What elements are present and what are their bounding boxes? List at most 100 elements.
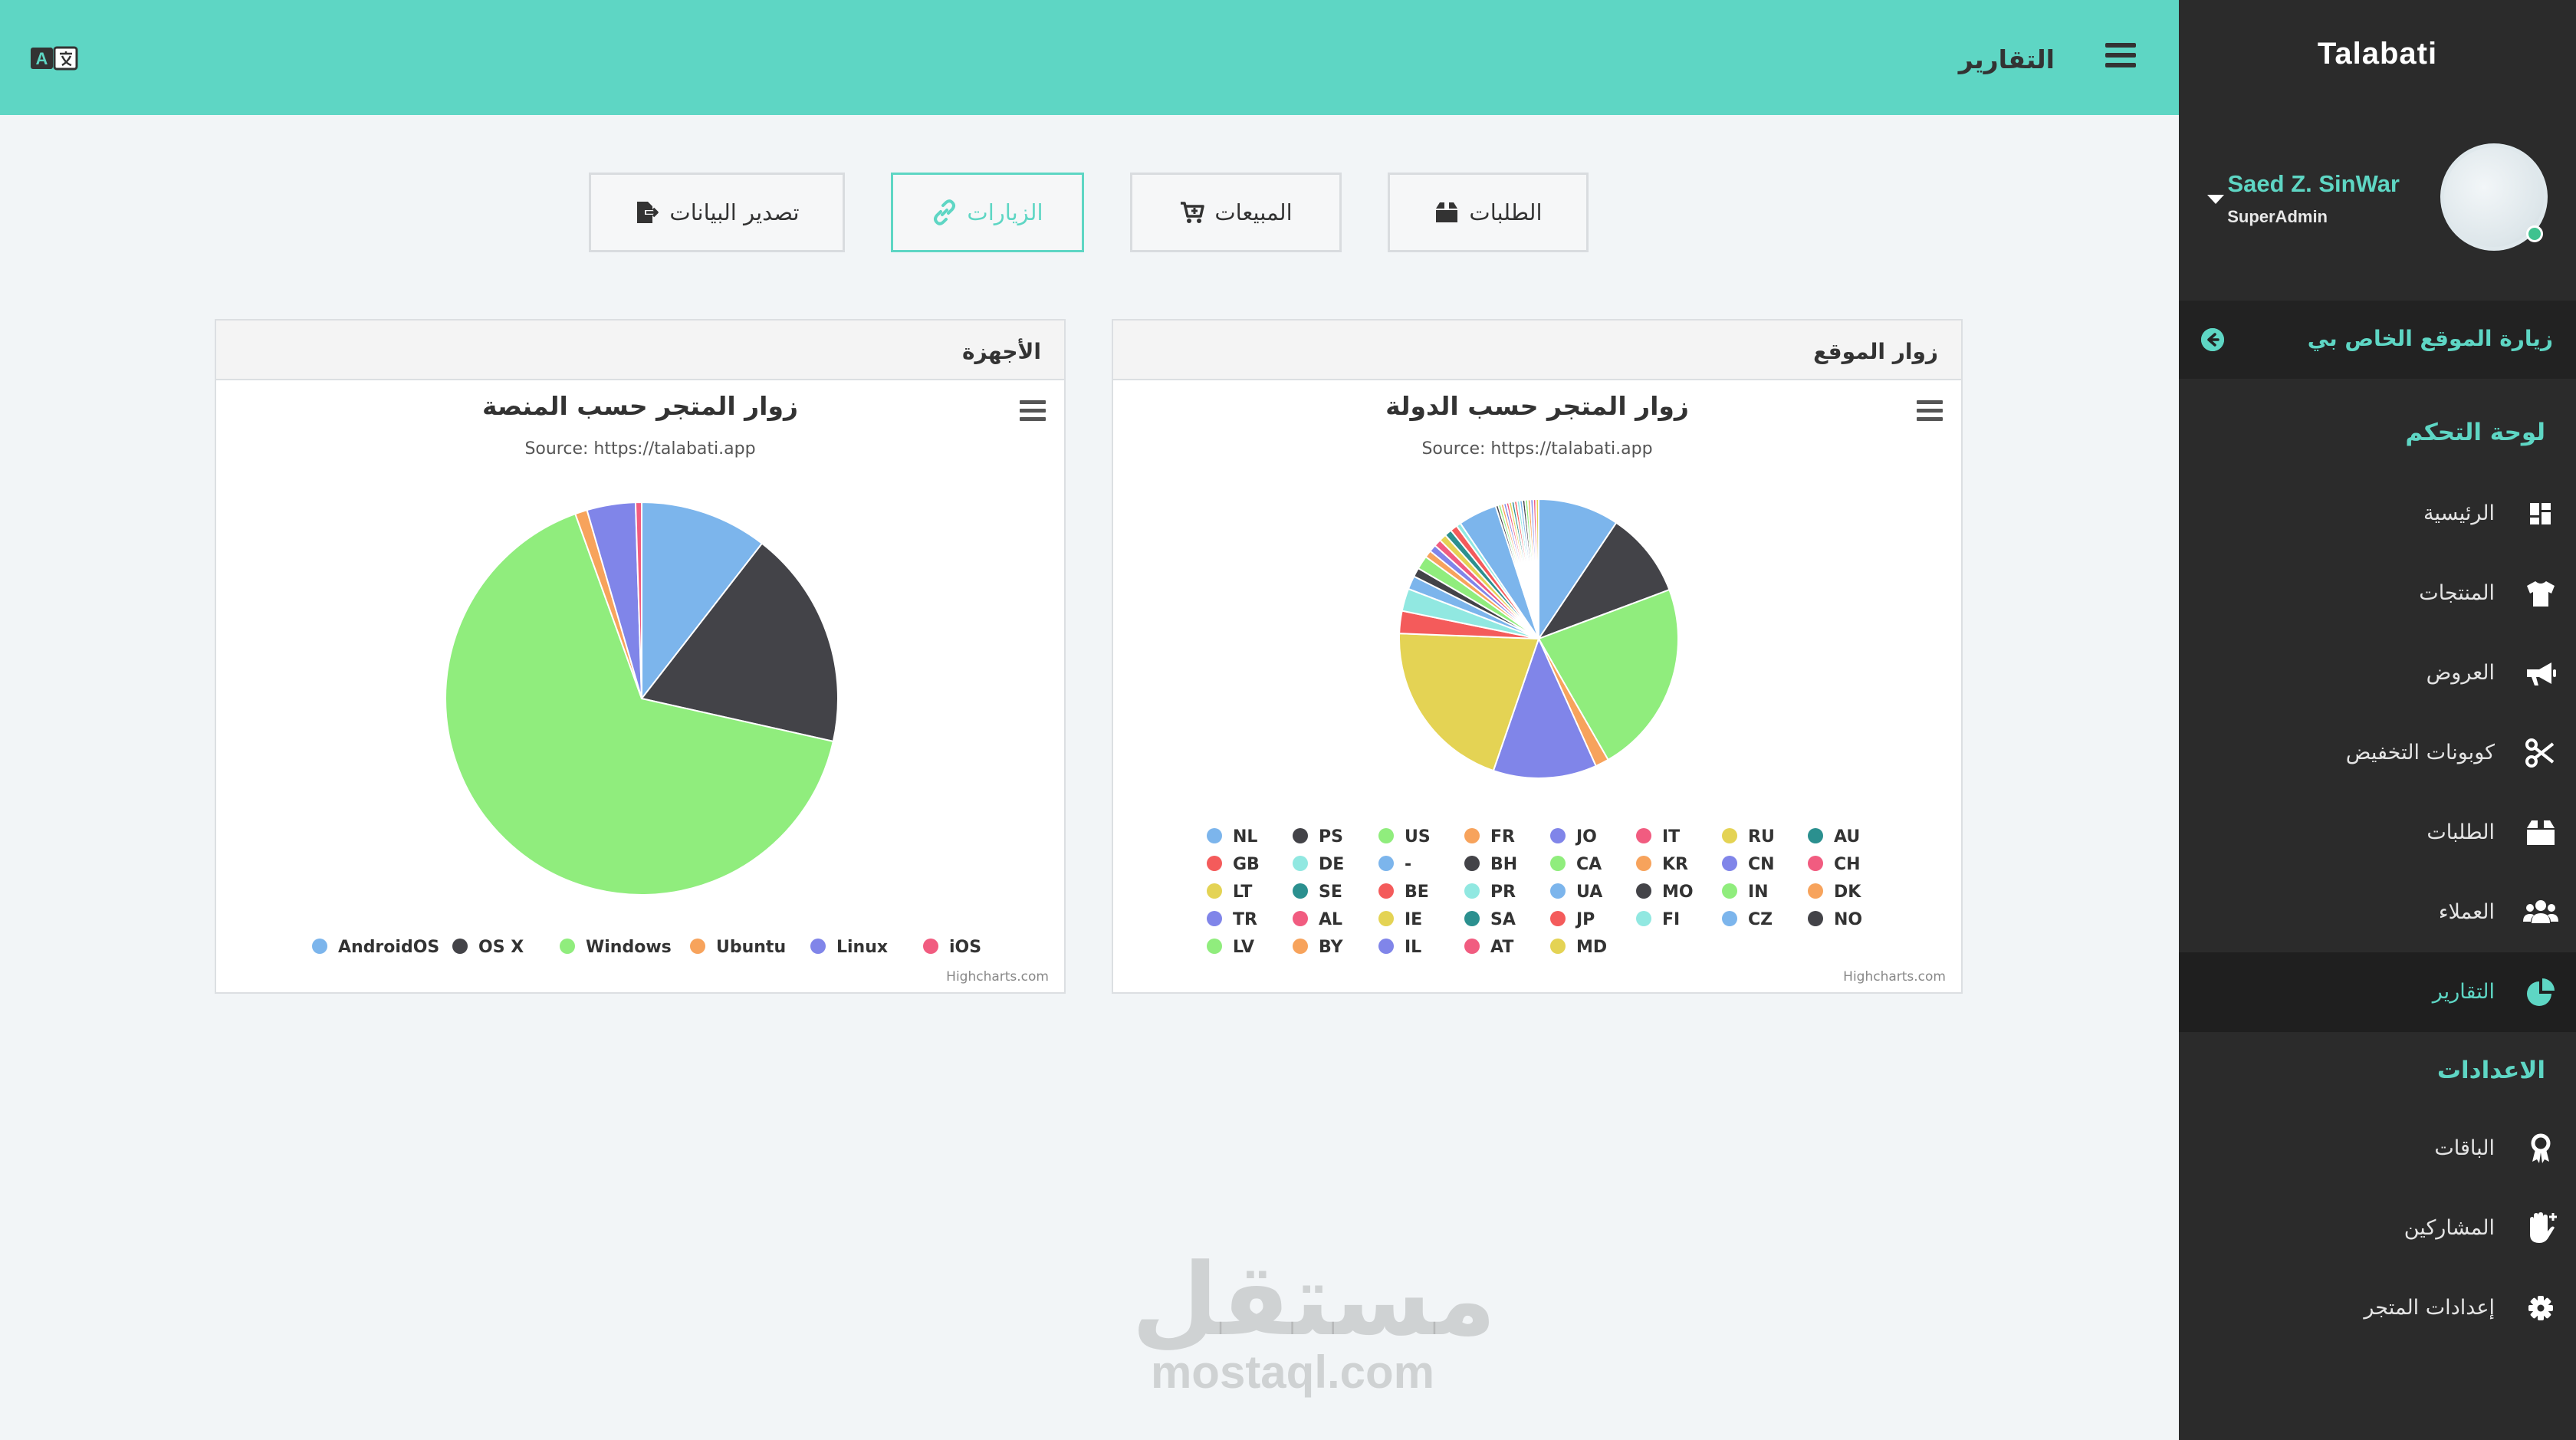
legend-item[interactable]: TR: [1207, 910, 1257, 929]
legend-item[interactable]: DE: [1293, 855, 1344, 874]
tab-export[interactable]: تصدير البيانات: [589, 173, 845, 252]
legend-item[interactable]: RU: [1722, 827, 1775, 847]
pie-slice-AndroidOS[interactable]: [641, 501, 764, 701]
sidebar-item-label: الباقات: [2434, 1136, 2495, 1160]
sidebar-item-participants[interactable]: المشاركين: [2179, 1188, 2576, 1268]
legend-item[interactable]: CN: [1722, 855, 1775, 874]
pie-slice-Windows[interactable]: [445, 512, 835, 896]
legend-item[interactable]: iOS: [923, 938, 981, 957]
legend-marker: [1636, 828, 1651, 843]
page-title: التقارير: [1958, 44, 2055, 74]
sidebar-item-reports[interactable]: التقارير: [2179, 952, 2576, 1032]
tab-sales[interactable]: المبيعات: [1130, 173, 1342, 252]
legend-item[interactable]: AU: [1808, 827, 1860, 847]
legend-item[interactable]: NO: [1808, 910, 1862, 929]
legend-item[interactable]: IL: [1378, 938, 1421, 957]
legend-item[interactable]: JO: [1550, 827, 1597, 847]
legend-item[interactable]: BY: [1293, 938, 1344, 957]
legend-item[interactable]: -: [1378, 855, 1411, 874]
legend-item[interactable]: FI: [1636, 910, 1680, 929]
legend-item[interactable]: AL: [1293, 910, 1342, 929]
sidebar-item-store-settings[interactable]: إعدادات المتجر: [2179, 1268, 2576, 1348]
sidebar: Talabati Saed Z. SinWar SuperAdmin زيارة…: [2179, 0, 2576, 1440]
sidebar-item-orders[interactable]: الطلبات: [2179, 793, 2576, 873]
legend-item[interactable]: IT: [1636, 827, 1680, 847]
sidebar-item-products[interactable]: المنتجات: [2179, 554, 2576, 633]
pie-slice-RU[interactable]: [1398, 633, 1540, 772]
panel-title: زوار الموقع: [1813, 339, 1938, 364]
legend-item[interactable]: UA: [1550, 883, 1602, 902]
sidebar-item-offers[interactable]: العروض: [2179, 633, 2576, 713]
legend-item[interactable]: NL: [1207, 827, 1257, 847]
legend-item[interactable]: CA: [1550, 855, 1602, 874]
legend-label: IL: [1405, 938, 1421, 957]
legend-item[interactable]: Windows: [560, 938, 672, 957]
legend-item[interactable]: AT: [1464, 938, 1513, 957]
legend-item[interactable]: MD: [1550, 938, 1607, 957]
watermark-url: mostaql.com: [1150, 1346, 1435, 1398]
chart-credit[interactable]: Highcharts.com: [1843, 969, 1946, 985]
legend-item[interactable]: US: [1378, 827, 1431, 847]
legend-marker: [1378, 939, 1394, 954]
pie-slice-NL[interactable]: [1538, 498, 1618, 642]
legend-item[interactable]: KR: [1636, 855, 1688, 874]
legend-item[interactable]: JP: [1550, 910, 1595, 929]
visit-site-label: زيارة الموقع الخاص بي: [2307, 326, 2553, 351]
sidebar-item-home[interactable]: الرئيسية: [2179, 474, 2576, 554]
sidebar-item-label: التقارير: [2432, 980, 2495, 1004]
chart-menu-icon[interactable]: [1020, 400, 1046, 422]
brand-logo[interactable]: Talabati: [2317, 37, 2438, 71]
legend-item[interactable]: MO: [1636, 883, 1694, 902]
legend-label: AL: [1319, 910, 1342, 929]
visit-site-link[interactable]: زيارة الموقع الخاص بي: [2179, 301, 2576, 379]
legend-item[interactable]: FR: [1464, 827, 1515, 847]
legend-item[interactable]: PS: [1293, 827, 1343, 847]
pie-slice-MD[interactable]: [1535, 498, 1539, 639]
user-name[interactable]: Saed Z. SinWar: [2227, 170, 2400, 197]
translate-icon[interactable]: A: [31, 46, 78, 71]
legend-marker: [560, 939, 575, 954]
legend-item[interactable]: BH: [1464, 855, 1517, 874]
legend-marker: [1808, 828, 1823, 843]
legend-item[interactable]: SE: [1293, 883, 1342, 902]
legend-label: UA: [1576, 883, 1602, 902]
pie-slice-US[interactable]: [1537, 588, 1679, 761]
cart-icon: [1181, 202, 1205, 223]
legend-label: SA: [1490, 910, 1516, 929]
pie-slice-iOS[interactable]: [634, 501, 642, 699]
legend-item[interactable]: LV: [1207, 938, 1254, 957]
chart-menu-icon[interactable]: [1917, 400, 1943, 422]
award-icon: [2521, 1129, 2561, 1169]
legend-label: iOS: [949, 938, 981, 957]
legend-item[interactable]: BE: [1378, 883, 1429, 902]
user-role: SuperAdmin: [2227, 207, 2328, 226]
sidebar-item-coupons[interactable]: كوبونات التخفيض: [2179, 713, 2576, 793]
chart-credit[interactable]: Highcharts.com: [946, 969, 1049, 985]
legend-marker: [690, 939, 705, 954]
legend-label: AU: [1834, 827, 1860, 847]
legend-item[interactable]: AndroidOS: [312, 938, 439, 957]
chevron-down-icon[interactable]: [2207, 195, 2224, 204]
legend-item[interactable]: SA: [1464, 910, 1516, 929]
legend-item[interactable]: OS X: [452, 938, 524, 957]
legend-item[interactable]: Ubuntu: [690, 938, 786, 957]
sidebar-item-customers[interactable]: العملاء: [2179, 873, 2576, 952]
legend-item[interactable]: CH: [1808, 855, 1861, 874]
legend-item[interactable]: GB: [1207, 855, 1260, 874]
tab-visits[interactable]: الزيارات: [891, 173, 1084, 252]
pie-slice-PS[interactable]: [1536, 521, 1671, 641]
tab-orders[interactable]: الطلبات: [1388, 173, 1589, 252]
tab-label: الطلبات: [1469, 199, 1543, 225]
legend-item[interactable]: CZ: [1722, 910, 1773, 929]
legend-item[interactable]: IE: [1378, 910, 1422, 929]
legend-item[interactable]: DK: [1808, 883, 1861, 902]
legend-item[interactable]: IN: [1722, 883, 1769, 902]
pie-slice-OS X[interactable]: [640, 542, 839, 743]
legend-item[interactable]: LT: [1207, 883, 1252, 902]
sidebar-item-plans[interactable]: الباقات: [2179, 1109, 2576, 1188]
pie-slice-JO[interactable]: [1492, 636, 1597, 779]
hamburger-icon[interactable]: [2105, 43, 2136, 71]
online-status-indicator: [2526, 225, 2543, 242]
legend-item[interactable]: PR: [1464, 883, 1516, 902]
legend-item[interactable]: Linux: [810, 938, 888, 957]
